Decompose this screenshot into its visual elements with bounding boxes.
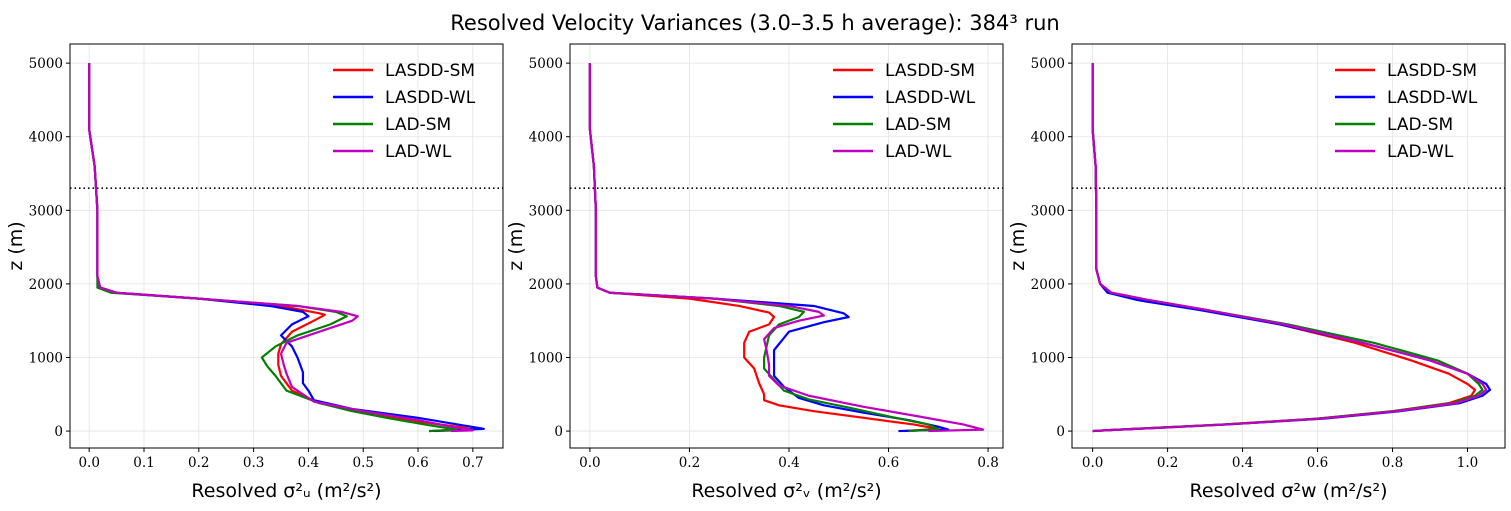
y-tick-label: 2000 bbox=[29, 277, 63, 293]
y-tick-label: 5000 bbox=[29, 56, 63, 72]
subplot-1: 0.0 0.1 0.2 0.3 0.4 0.5 0.6 0.7 0 1000 2000 3000 400… bbox=[5, 43, 504, 502]
figure-title: Resolved Velocity Variances (3.0–3.5 h a… bbox=[450, 11, 1059, 35]
y-tick-label: 5000 bbox=[1031, 56, 1065, 72]
y-tick-label: 2000 bbox=[1031, 277, 1065, 293]
x-tick-label: 0.3 bbox=[243, 455, 264, 471]
axes-frame bbox=[69, 43, 504, 449]
y-tick-label: 4000 bbox=[29, 130, 63, 146]
y-axis-label: z (m) bbox=[5, 221, 27, 270]
legend-label: LASDD-WL bbox=[385, 88, 476, 108]
y-axis-label: z (m) bbox=[1007, 221, 1029, 270]
x-tick-label: 0.6 bbox=[407, 455, 428, 471]
subplot-3: 0.0 0.2 0.4 0.6 0.8 1.0 0 1000 2000 3000 4000 5000 R… bbox=[1007, 43, 1506, 502]
y-tick-label: 2000 bbox=[529, 277, 563, 293]
y-tick-label: 0 bbox=[1056, 424, 1065, 440]
series-line-lad-wl bbox=[588, 63, 985, 433]
x-tick-label: 0.4 bbox=[298, 455, 319, 471]
x-tick-label: 0.8 bbox=[1382, 455, 1403, 471]
legend-label: LAD-WL bbox=[385, 142, 452, 162]
x-tick-label: 0.2 bbox=[679, 455, 700, 471]
y-tick-label: 1000 bbox=[529, 350, 563, 366]
legend-label: LAD-WL bbox=[885, 142, 952, 162]
x-tick-label: 1.0 bbox=[1457, 455, 1478, 471]
axes-frame bbox=[1071, 43, 1506, 449]
legend-label: LAD-SM bbox=[885, 115, 951, 135]
series-line-lad-wl bbox=[1091, 63, 1488, 433]
legend-label: LASDD-WL bbox=[1387, 88, 1478, 108]
x-tick-label: 0.5 bbox=[352, 455, 373, 471]
legend-label: LASDD-SM bbox=[1387, 61, 1477, 81]
y-tick-label: 4000 bbox=[529, 130, 563, 146]
axes-frame bbox=[569, 43, 1004, 449]
x-tick-label: 0.7 bbox=[462, 455, 483, 471]
legend-label: LASDD-SM bbox=[885, 61, 975, 81]
y-axis-label: z (m) bbox=[505, 221, 527, 270]
legend-label: LAD-WL bbox=[1387, 142, 1454, 162]
x-tick-label: 0.6 bbox=[1307, 455, 1328, 471]
legend-label: LASDD-SM bbox=[385, 61, 475, 81]
legend-label: LASDD-WL bbox=[885, 88, 976, 108]
x-tick-label: 0.2 bbox=[1157, 455, 1178, 471]
y-tick-label: 1000 bbox=[29, 350, 63, 366]
legend-label: LAD-SM bbox=[385, 115, 451, 135]
x-tick-label: 0.0 bbox=[1082, 455, 1103, 471]
x-axis-label: Resolved σ²ᵥ (m²/s²) bbox=[691, 480, 881, 502]
x-axis-label: Resolved σ²w (m²/s²) bbox=[1190, 480, 1388, 502]
x-tick-label: 0.4 bbox=[778, 455, 799, 471]
subplots: 0.0 0.1 0.2 0.3 0.4 0.5 0.6 0.7 0 1000 2000 3000 400… bbox=[5, 43, 1506, 502]
x-tick-label: 0.1 bbox=[133, 455, 154, 471]
y-tick-label: 0 bbox=[554, 424, 563, 440]
y-tick-label: 3000 bbox=[1031, 203, 1065, 219]
y-tick-label: 1000 bbox=[1031, 350, 1065, 366]
y-tick-label: 3000 bbox=[529, 203, 563, 219]
series-line-lad-wl bbox=[88, 63, 474, 433]
x-tick-label: 0.2 bbox=[188, 455, 209, 471]
x-tick-label: 0.0 bbox=[579, 455, 600, 471]
y-tick-label: 4000 bbox=[1031, 130, 1065, 146]
x-tick-label: 0.8 bbox=[977, 455, 998, 471]
legend: LASDD-SM LASDD-WL LAD-SM LAD-WL bbox=[1335, 61, 1478, 162]
x-axis-label: Resolved σ²ᵤ (m²/s²) bbox=[191, 480, 381, 502]
legend-label: LAD-SM bbox=[1387, 115, 1453, 135]
x-tick-label: 0.0 bbox=[78, 455, 99, 471]
y-tick-label: 5000 bbox=[529, 56, 563, 72]
x-tick-label: 0.6 bbox=[878, 455, 899, 471]
y-tick-label: 3000 bbox=[29, 203, 63, 219]
x-tick-label: 0.4 bbox=[1232, 455, 1253, 471]
y-tick-label: 0 bbox=[54, 424, 63, 440]
legend: LASDD-SM LASDD-WL LAD-SM LAD-WL bbox=[833, 61, 976, 162]
subplot-2: 0.0 0.2 0.4 0.6 0.8 0 1000 2000 3000 4000 5000 Reso… bbox=[505, 43, 1004, 502]
legend: LASDD-SM LASDD-WL LAD-SM LAD-WL bbox=[333, 61, 476, 162]
